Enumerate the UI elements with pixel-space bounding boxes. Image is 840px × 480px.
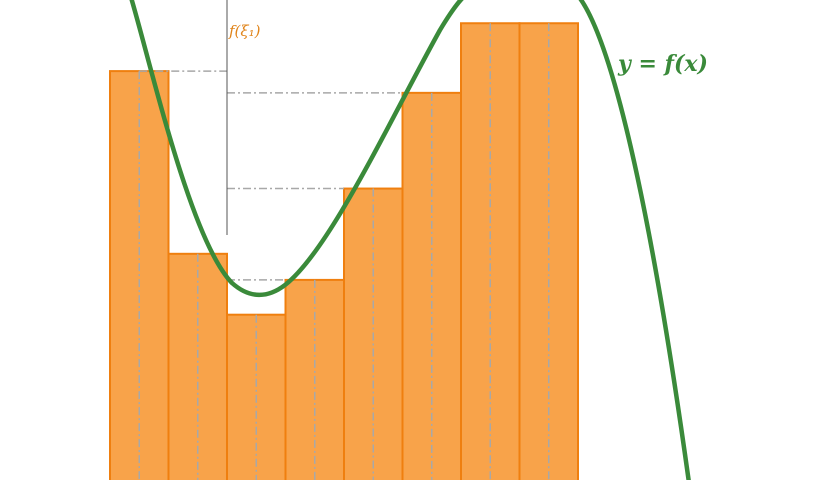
guide-lines-group (139, 70, 403, 281)
bars-group (109, 22, 579, 480)
xi-value-label: f(ξ₁) (228, 22, 261, 40)
function-curve (129, 0, 691, 480)
curve-equation-label: y = f(x) (617, 51, 708, 77)
midlines-group (138, 23, 550, 480)
